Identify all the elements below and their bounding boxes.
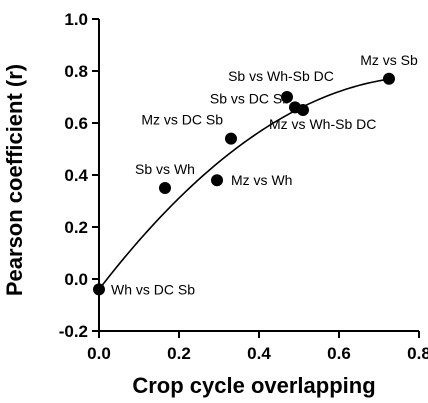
x-tick-label: 0.0 xyxy=(87,344,111,363)
fit-curve-layer xyxy=(98,78,390,290)
data-point xyxy=(281,91,293,103)
point-label: Wh vs DC Sb xyxy=(111,281,195,297)
point-label: Sb vs Wh-Sb DC xyxy=(228,68,334,84)
fit-curve xyxy=(98,78,390,290)
data-point xyxy=(93,283,105,296)
point-label: Mz vs Wh xyxy=(231,172,292,188)
data-point xyxy=(297,104,309,116)
x-tick-label: 0.4 xyxy=(247,344,271,363)
x-axis-title: Crop cycle overlapping xyxy=(132,373,375,398)
y-tick-label: -0.2 xyxy=(59,322,88,341)
data-point xyxy=(211,174,223,187)
y-axis-title: Pearson coefficient (r) xyxy=(2,64,27,296)
point-label: Sb vs Wh xyxy=(135,161,195,177)
y-tick-label: 0.6 xyxy=(64,114,88,133)
y-tick-label: 0.4 xyxy=(64,166,88,185)
y-tick-label: 0.8 xyxy=(64,62,88,81)
data-points xyxy=(93,72,395,296)
point-label: Mz vs DC Sb xyxy=(141,112,223,128)
y-tick-label: 1.0 xyxy=(64,10,88,29)
point-labels: Wh vs DC Sb Sb vs Wh Mz vs Wh Mz vs DC Sb Sb… xyxy=(111,52,418,298)
x-axis: 0.0 0.2 0.4 0.6 0.8 xyxy=(87,330,428,363)
point-label: Mz vs Sb xyxy=(360,52,418,68)
point-label: Mz vs Wh-Sb DC xyxy=(269,116,376,132)
x-tick-label: 0.6 xyxy=(327,344,351,363)
data-point xyxy=(225,132,237,145)
point-label: Sb vs DC Sb xyxy=(210,90,290,106)
y-tick-label: 0.2 xyxy=(64,218,88,237)
y-axis: -0.2 0.0 0.2 0.4 0.6 0.8 1.0 xyxy=(59,10,100,341)
data-point xyxy=(383,72,395,85)
y-tick-label: 0.0 xyxy=(64,270,88,289)
x-tick-label: 0.2 xyxy=(167,344,191,363)
data-point xyxy=(159,182,171,194)
x-tick-label: 0.8 xyxy=(407,344,428,363)
